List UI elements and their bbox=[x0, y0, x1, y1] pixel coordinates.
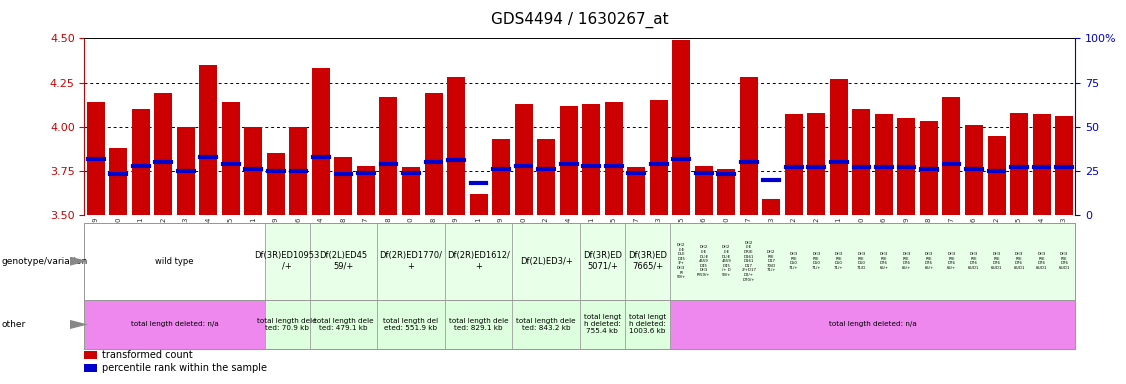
Text: total length dele
ted: 70.9 kb: total length dele ted: 70.9 kb bbox=[258, 318, 316, 331]
Bar bbox=[1055, 116, 1073, 215]
Text: Df(3
R)E
D50
71/+: Df(3 R)E D50 71/+ bbox=[789, 252, 798, 270]
Bar bbox=[897, 118, 915, 215]
Text: Df(3R)ED
5071/+: Df(3R)ED 5071/+ bbox=[583, 252, 622, 271]
Text: Df(3
R)E
D50
71/+: Df(3 R)E D50 71/+ bbox=[834, 252, 843, 270]
Bar bbox=[740, 77, 758, 215]
Bar bbox=[177, 127, 195, 215]
Bar bbox=[965, 125, 983, 215]
Bar bbox=[875, 114, 893, 215]
Bar bbox=[942, 97, 960, 215]
Bar bbox=[852, 109, 870, 215]
Text: Df(2
L)E
DLE
D45
3/+
Df(3
R)
59/+: Df(2 L)E DLE D45 3/+ Df(3 R) 59/+ bbox=[677, 243, 686, 279]
Bar bbox=[988, 136, 1006, 215]
Text: total length dele
ted: 829.1 kb: total length dele ted: 829.1 kb bbox=[449, 318, 508, 331]
Text: total length dele
ted: 843.2 kb: total length dele ted: 843.2 kb bbox=[517, 318, 575, 331]
Text: genotype/variation: genotype/variation bbox=[1, 257, 88, 266]
Bar bbox=[357, 166, 375, 215]
Bar bbox=[537, 139, 555, 215]
Bar bbox=[267, 153, 285, 215]
Text: Df(2
L)E
DL)E
4559
D45
/+ D
59/+: Df(2 L)E DL)E 4559 D45 /+ D 59/+ bbox=[722, 245, 731, 277]
Text: total length deleted: n/a: total length deleted: n/a bbox=[829, 321, 917, 328]
Text: Df(2
L)E
DR)E
D161
D161
D17
2/+D17
D2/+
D70/+: Df(2 L)E DR)E D161 D161 D17 2/+D17 D2/+ … bbox=[741, 241, 757, 281]
Text: Df(3R)ED10953
/+: Df(3R)ED10953 /+ bbox=[254, 252, 320, 271]
Bar bbox=[312, 68, 330, 215]
Bar bbox=[605, 102, 623, 215]
Text: other: other bbox=[1, 320, 26, 329]
Text: total length del
eted: 551.9 kb: total length del eted: 551.9 kb bbox=[384, 318, 438, 331]
Text: Df(3
R)E
D76
65/D1: Df(3 R)E D76 65/D1 bbox=[1013, 252, 1025, 270]
Text: Df(3
R)E
D76
65/+: Df(3 R)E D76 65/+ bbox=[924, 252, 933, 270]
Text: total length dele
ted: 479.1 kb: total length dele ted: 479.1 kb bbox=[314, 318, 373, 331]
Text: Df(2
R)E
D17
70/D
71/+: Df(2 R)E D17 70/D 71/+ bbox=[767, 250, 776, 272]
Text: percentile rank within the sample: percentile rank within the sample bbox=[102, 363, 268, 373]
Text: Df(2L)ED45
59/+: Df(2L)ED45 59/+ bbox=[320, 252, 367, 271]
Bar bbox=[1033, 114, 1051, 215]
Bar bbox=[87, 102, 105, 215]
Polygon shape bbox=[70, 320, 88, 329]
Bar bbox=[762, 199, 780, 215]
Text: GDS4494 / 1630267_at: GDS4494 / 1630267_at bbox=[491, 12, 669, 28]
Bar bbox=[470, 194, 488, 215]
Text: Df(3R)ED
7665/+: Df(3R)ED 7665/+ bbox=[628, 252, 667, 271]
Bar bbox=[334, 157, 352, 215]
Text: wild type: wild type bbox=[155, 257, 194, 266]
Bar bbox=[425, 93, 443, 215]
Bar bbox=[402, 167, 420, 215]
Text: Df(2R)ED1770/
+: Df(2R)ED1770/ + bbox=[379, 252, 443, 271]
Bar bbox=[154, 93, 172, 215]
Bar bbox=[132, 109, 150, 215]
Bar bbox=[447, 77, 465, 215]
Text: Df(3
R)E
D76
65/D1: Df(3 R)E D76 65/D1 bbox=[991, 252, 1002, 270]
Bar bbox=[830, 79, 848, 215]
Bar bbox=[222, 102, 240, 215]
Bar bbox=[695, 166, 713, 215]
Bar bbox=[920, 121, 938, 215]
Bar bbox=[672, 40, 690, 215]
Bar bbox=[582, 104, 600, 215]
Bar bbox=[515, 104, 533, 215]
Text: Df(2R)ED1612/
+: Df(2R)ED1612/ + bbox=[447, 252, 510, 271]
Text: transformed count: transformed count bbox=[102, 350, 194, 360]
Text: Df(2L)ED3/+: Df(2L)ED3/+ bbox=[520, 257, 572, 266]
Bar bbox=[109, 148, 127, 215]
Text: Df(3
R)E
D76
65/+: Df(3 R)E D76 65/+ bbox=[879, 252, 888, 270]
Bar bbox=[807, 113, 825, 215]
Bar bbox=[199, 65, 217, 215]
Text: Df(3
R)E
D76
65/D1: Df(3 R)E D76 65/D1 bbox=[968, 252, 980, 270]
Polygon shape bbox=[70, 257, 88, 266]
Bar bbox=[379, 97, 397, 215]
Bar bbox=[650, 100, 668, 215]
Bar bbox=[627, 167, 645, 215]
Bar bbox=[785, 114, 803, 215]
Bar bbox=[244, 127, 262, 215]
Text: Df(3
R)E
D76
65/D1: Df(3 R)E D76 65/D1 bbox=[1036, 252, 1047, 270]
Text: Df(3
R)E
D50
71/D: Df(3 R)E D50 71/D bbox=[857, 252, 866, 270]
Text: Df(3
R)E
D76
65/D1: Df(3 R)E D76 65/D1 bbox=[1058, 252, 1070, 270]
Text: total lengt
h deleted:
755.4 kb: total lengt h deleted: 755.4 kb bbox=[583, 314, 622, 334]
Text: Df(3
R)E
D50
71/+: Df(3 R)E D50 71/+ bbox=[812, 252, 821, 270]
Text: Df(3
R)E
D76
65/+: Df(3 R)E D76 65/+ bbox=[902, 252, 911, 270]
Text: total lengt
h deleted:
1003.6 kb: total lengt h deleted: 1003.6 kb bbox=[628, 314, 667, 334]
Bar bbox=[1010, 113, 1028, 215]
Bar bbox=[560, 106, 578, 215]
Bar bbox=[289, 127, 307, 215]
Bar bbox=[492, 139, 510, 215]
Bar bbox=[717, 169, 735, 215]
Text: Df(2
L)E
DL)E
4559
D45
Df(3
R)59/+: Df(2 L)E DL)E 4559 D45 Df(3 R)59/+ bbox=[697, 245, 711, 277]
Text: total length deleted: n/a: total length deleted: n/a bbox=[131, 321, 218, 328]
Text: Df(3
R)E
D76
65/+: Df(3 R)E D76 65/+ bbox=[947, 252, 956, 270]
